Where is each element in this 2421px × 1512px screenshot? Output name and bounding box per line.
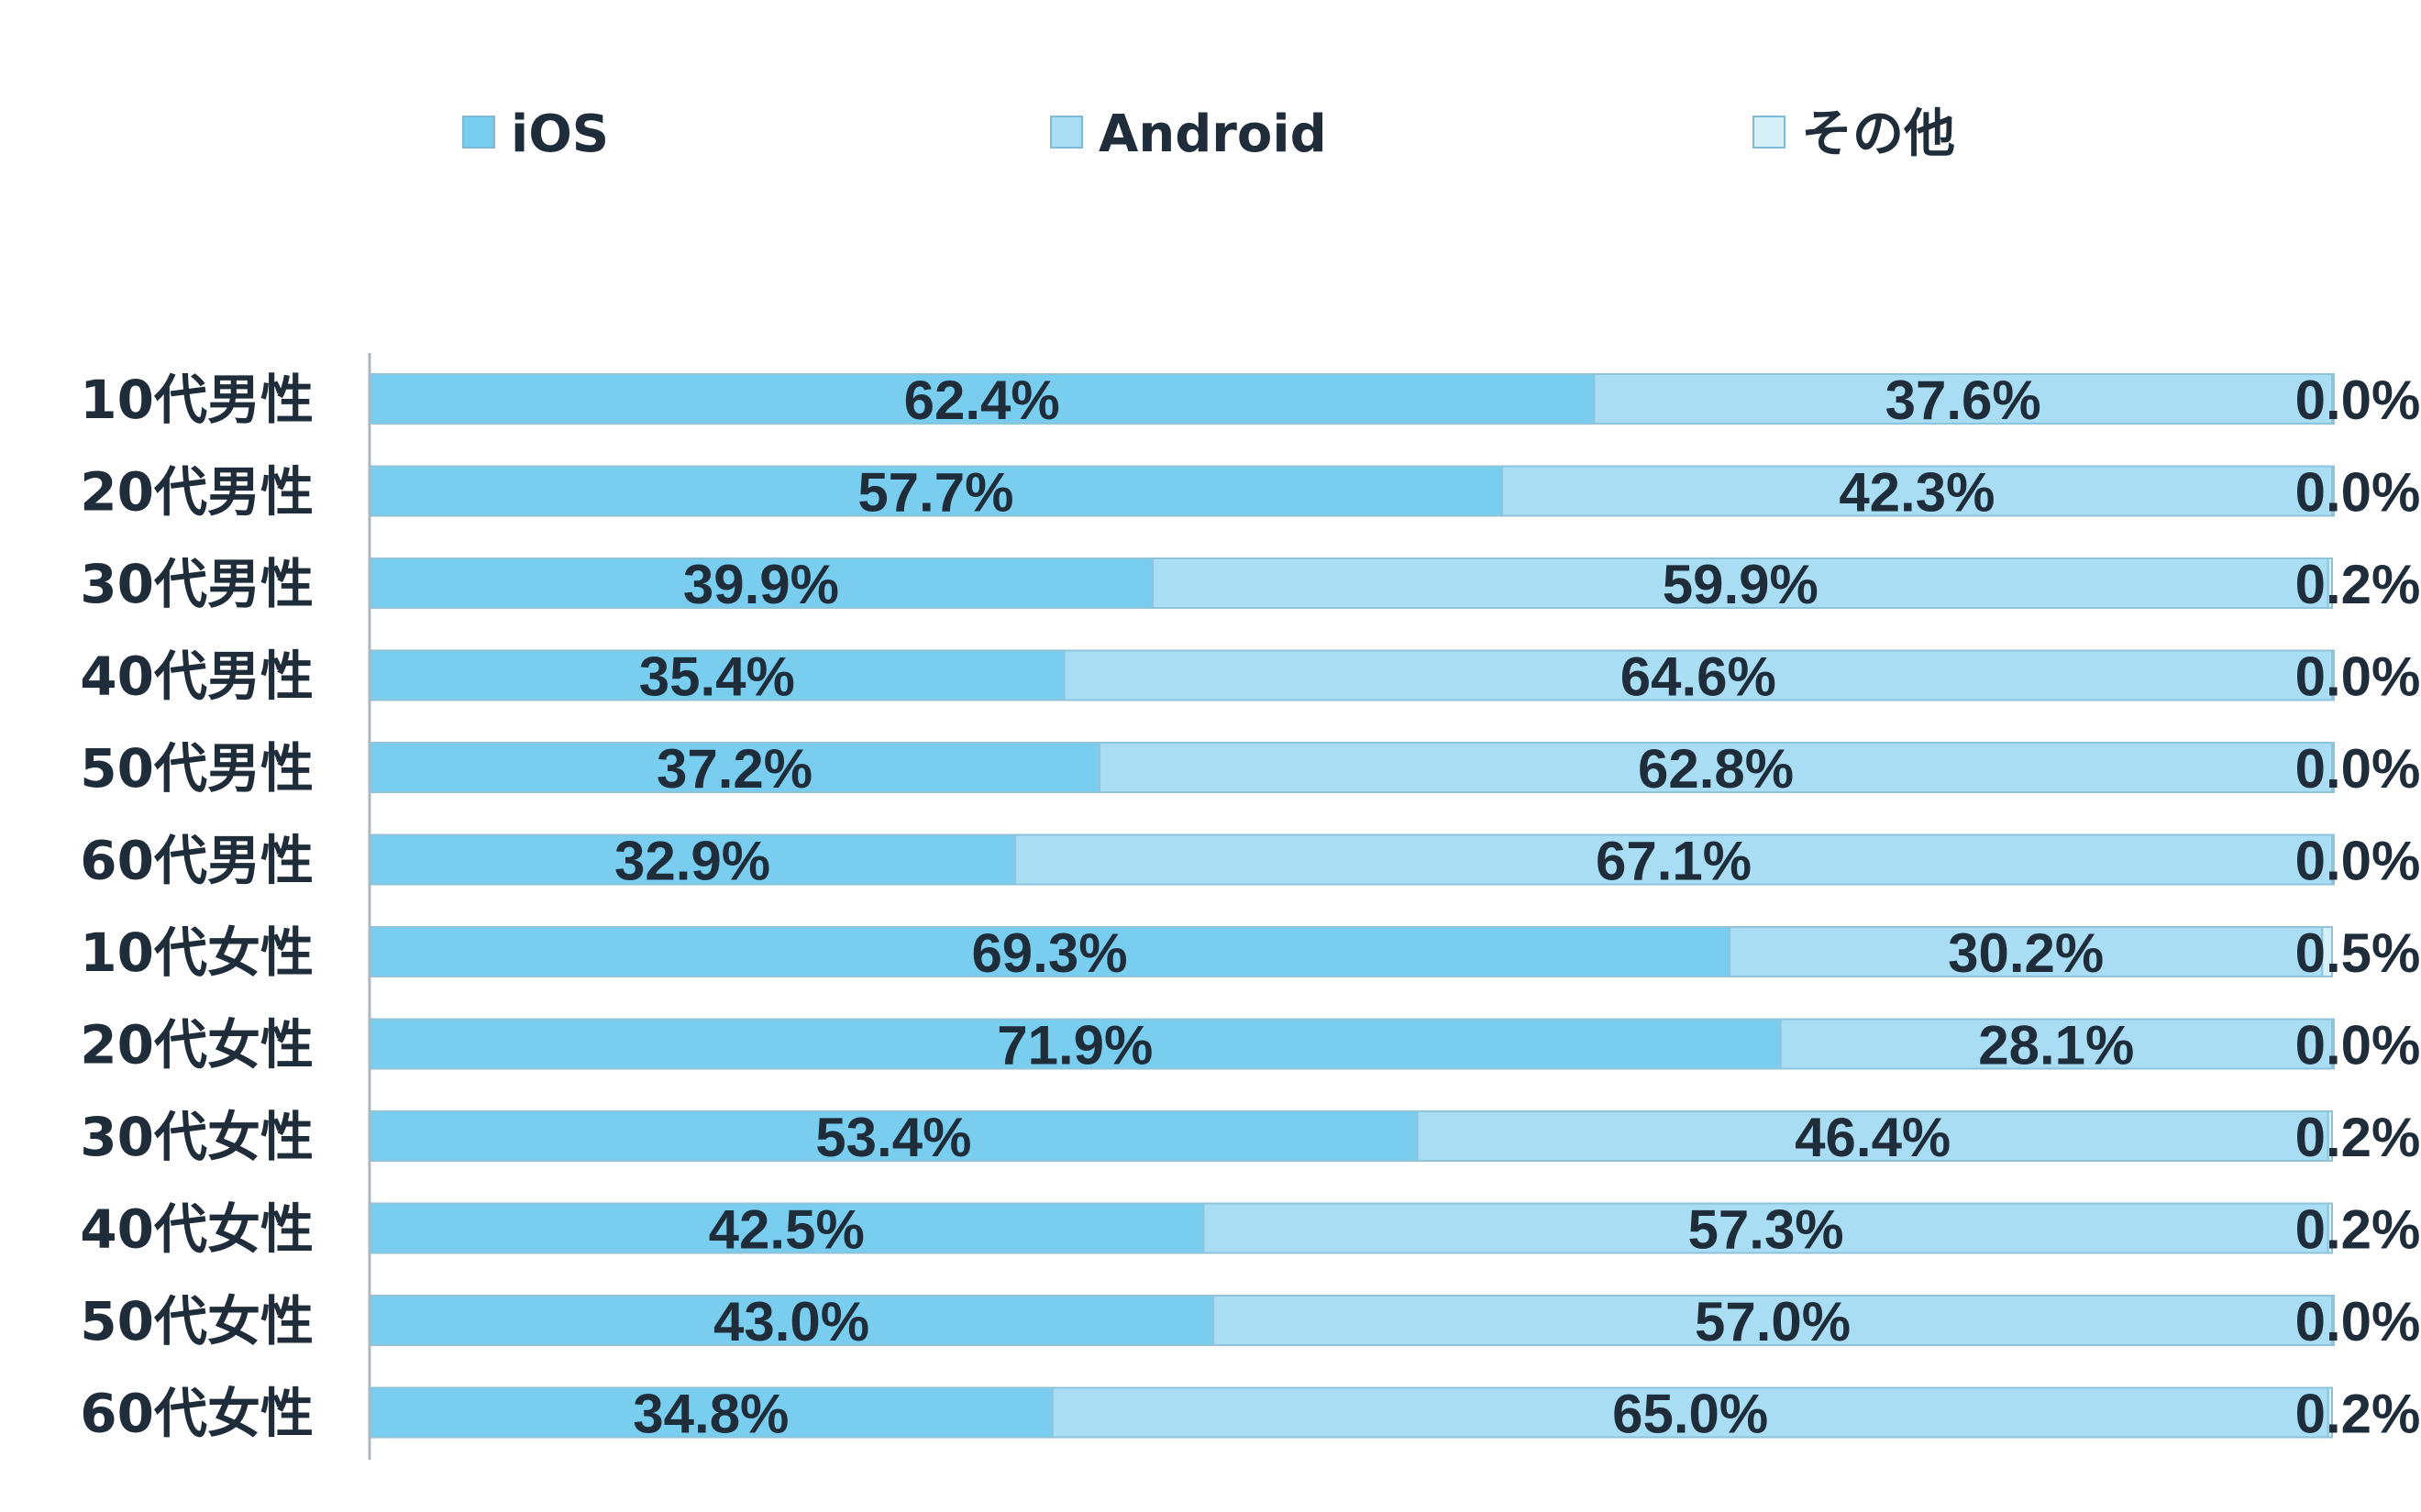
category-label-5: 60代男性	[80, 830, 314, 892]
bar-2-11	[2327, 1386, 2333, 1439]
value-label-1-1: 42.3%	[1839, 462, 1995, 524]
value-label-0-6: 69.3%	[971, 922, 1127, 984]
value-label-2-10: 0.0%	[2295, 1291, 2421, 1352]
value-label-2-11: 0.2%	[2295, 1384, 2421, 1445]
value-label-0-0: 62.4%	[904, 370, 1060, 431]
bar-1-2	[1151, 557, 2329, 609]
bar-0-8	[369, 1110, 1419, 1162]
bar-2-5	[2331, 833, 2335, 886]
category-label-4: 50代男性	[80, 737, 314, 800]
category-label-6: 10代女性	[80, 922, 314, 984]
value-label-2-5: 0.0%	[2295, 831, 2421, 892]
legend-label-0: iOS	[511, 105, 609, 164]
category-label-11: 60代女性	[80, 1383, 314, 1445]
bar-2-3	[2331, 649, 2335, 701]
bar-1-5	[1014, 833, 2333, 886]
value-label-1-5: 67.1%	[1596, 831, 1752, 892]
legend: iOS Android その他	[462, 105, 1955, 164]
bar-1-11	[1051, 1386, 2329, 1439]
category-labels: 10代男性 20代男性 30代男性 40代男性 50代男性 60代男性 10代女性 20代女性…	[80, 369, 314, 1445]
value-label-0-2: 39.9%	[683, 554, 839, 615]
value-label-1-11: 65.0%	[1612, 1384, 1768, 1445]
bar-2-8	[2327, 1110, 2333, 1162]
bar-0-10	[369, 1295, 1215, 1346]
legend-swatch-1	[1050, 116, 1083, 149]
legend-label-2: その他	[1801, 105, 1955, 164]
value-label-0-10: 43.0%	[713, 1291, 869, 1352]
value-label-0-3: 35.4%	[639, 646, 795, 708]
value-label-1-0: 37.6%	[1885, 370, 2041, 431]
bar-2-10	[2331, 1295, 2335, 1346]
value-label-2-2: 0.2%	[2295, 554, 2421, 615]
value-label-2-3: 0.0%	[2295, 646, 2421, 708]
category-label-10: 50代女性	[80, 1290, 314, 1352]
value-label-1-6: 30.2%	[1948, 922, 2104, 984]
legend-swatch-2	[1752, 116, 1785, 149]
legend-swatch-0	[462, 116, 495, 149]
bar-2-1	[2331, 465, 2335, 517]
value-labels: 62.4% 37.6% 0.0% 57.7% 42.3% 0.0% 39.9% 59.9% 0.…	[614, 370, 2420, 1445]
category-label-2: 30代男性	[80, 553, 314, 615]
value-label-1-8: 46.4%	[1795, 1107, 1951, 1168]
value-label-0-1: 57.7%	[857, 462, 1013, 524]
category-label-9: 40代女性	[80, 1198, 314, 1261]
value-label-2-4: 0.0%	[2295, 738, 2421, 800]
category-label-3: 40代男性	[80, 646, 314, 708]
value-label-0-8: 53.4%	[815, 1107, 971, 1168]
bar-2-6	[2321, 926, 2334, 977]
bar-1-4	[1099, 742, 2333, 793]
bar-2-2	[2327, 557, 2333, 609]
value-label-1-7: 28.1%	[1978, 1015, 2134, 1076]
value-label-0-9: 42.5%	[709, 1199, 865, 1261]
bar-1-8	[1416, 1110, 2329, 1162]
bar-1-6	[1729, 926, 2324, 977]
value-label-0-4: 37.2%	[657, 738, 813, 800]
value-label-2-8: 0.2%	[2295, 1107, 2421, 1168]
bar-0-7	[369, 1018, 1782, 1070]
category-label-7: 20代女性	[80, 1014, 314, 1076]
bar-2-7	[2331, 1018, 2335, 1070]
value-label-0-7: 71.9%	[997, 1015, 1153, 1076]
value-label-1-3: 64.6%	[1620, 646, 1776, 708]
value-label-2-1: 0.0%	[2295, 462, 2421, 524]
bar-1-7	[1779, 1018, 2334, 1070]
bar-0-3	[369, 649, 1066, 701]
value-label-2-9: 0.2%	[2295, 1199, 2421, 1261]
value-label-1-4: 62.8%	[1638, 738, 1794, 800]
bar-1-10	[1212, 1295, 2333, 1346]
bar-1-0	[1593, 373, 2333, 425]
bar-0-6	[369, 926, 1731, 977]
value-label-0-11: 34.8%	[633, 1384, 789, 1445]
value-label-1-10: 57.0%	[1695, 1291, 1851, 1352]
legend-label-1: Android	[1099, 105, 1327, 164]
category-label-8: 30代女性	[80, 1106, 314, 1168]
bar-0-2	[369, 557, 1154, 609]
bar-0-11	[369, 1386, 1054, 1439]
bar-0-9	[369, 1202, 1205, 1254]
bar-0-5	[369, 833, 1017, 886]
value-label-1-9: 57.3%	[1688, 1199, 1844, 1261]
category-label-1: 20代男性	[80, 461, 314, 524]
value-label-0-5: 32.9%	[614, 831, 770, 892]
bar-2-4	[2331, 742, 2335, 793]
value-label-2-6: 0.5%	[2295, 922, 2421, 984]
bars	[369, 373, 2335, 1439]
bar-2-9	[2327, 1202, 2333, 1254]
bar-1-9	[1202, 1202, 2329, 1254]
value-label-1-2: 59.9%	[1663, 554, 1819, 615]
category-label-0: 10代男性	[80, 369, 314, 431]
value-label-2-0: 0.0%	[2295, 370, 2421, 431]
bar-2-0	[2331, 373, 2335, 425]
value-label-2-7: 0.0%	[2295, 1015, 2421, 1076]
bar-0-0	[369, 373, 1596, 425]
